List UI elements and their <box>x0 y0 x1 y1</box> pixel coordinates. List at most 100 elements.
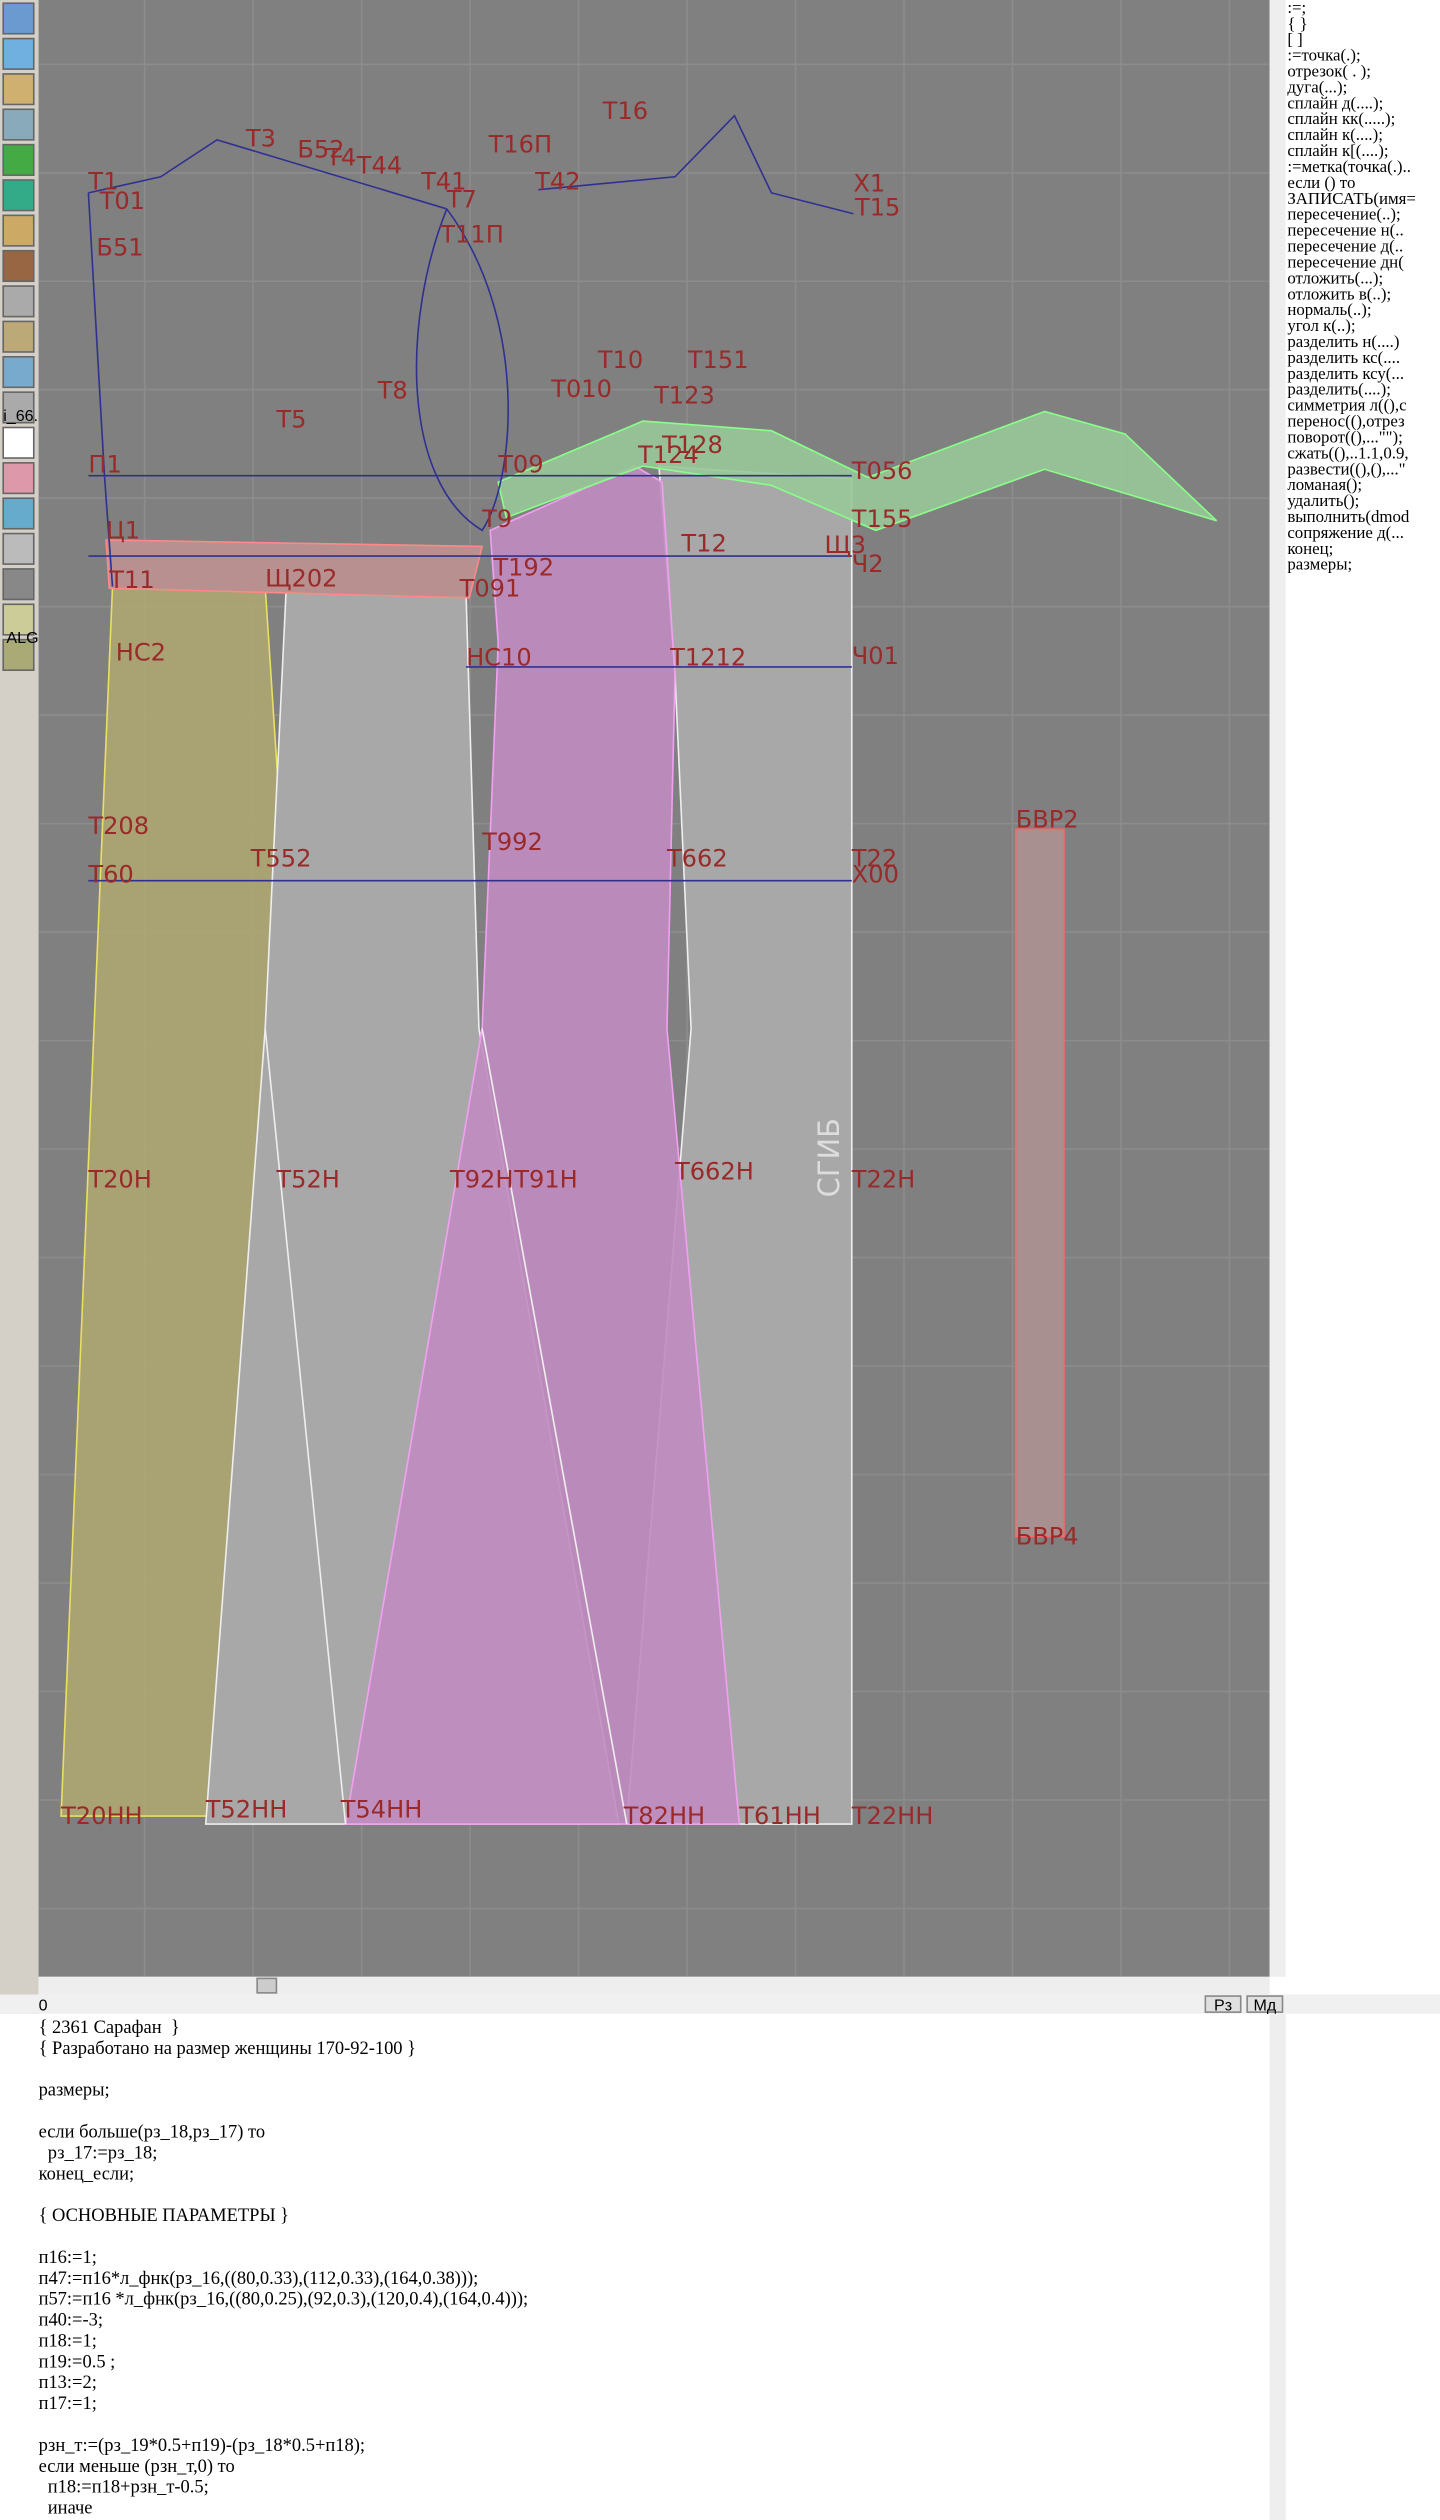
tool-button[interactable] <box>2 143 35 176</box>
point-label: Щ3 <box>824 531 866 559</box>
code-line: { ОСНОВНЫЕ ПАРАМЕТРЫ } <box>39 2205 289 2225</box>
command-item[interactable]: сплайн д(....); <box>1287 93 1383 112</box>
code-line: { Разработано на размер женщины 170-92-1… <box>39 2038 416 2058</box>
tool-button[interactable] <box>2 355 35 389</box>
command-item[interactable]: разделить н(....) <box>1287 332 1399 351</box>
editor-scrollbar[interactable] <box>1269 2013 1286 2520</box>
command-item[interactable]: удалить(); <box>1287 491 1359 510</box>
command-item[interactable]: угол к(..); <box>1287 316 1355 335</box>
command-item[interactable]: ломаная(); <box>1287 475 1362 494</box>
command-item[interactable]: пересечение н(.. <box>1287 221 1403 240</box>
code-line: { 2361 Сарафан } <box>39 2017 180 2037</box>
point-label: Т1 <box>87 168 118 196</box>
command-item[interactable]: пересечение дн( <box>1287 252 1404 271</box>
point-label: Т52Н <box>275 1166 340 1194</box>
button-label[interactable]: Рз <box>1214 1997 1232 2015</box>
command-item[interactable]: отложить(...); <box>1287 268 1383 287</box>
command-item[interactable]: сжать((),..1.1,0.9, <box>1287 443 1408 462</box>
command-item[interactable]: разделить(....); <box>1287 380 1391 399</box>
command-item[interactable]: пересечение(..); <box>1287 205 1400 224</box>
command-item[interactable]: разделить кс(.... <box>1287 348 1400 367</box>
tool-button[interactable] <box>2 37 35 70</box>
tool-button[interactable] <box>2 285 35 318</box>
point-label: НС2 <box>116 639 166 667</box>
command-item[interactable]: если () то <box>1287 173 1355 192</box>
point-label: Т82НН <box>623 1802 706 1830</box>
point-label: Т123 <box>653 381 715 409</box>
tool-label[interactable]: i_66. <box>3 407 38 425</box>
tool-button[interactable] <box>2 532 35 565</box>
point-label: Т22 <box>851 844 897 872</box>
tool-button[interactable] <box>2 603 35 636</box>
tool-button[interactable] <box>2 426 35 459</box>
command-item[interactable]: отрезок( . ); <box>1287 61 1371 80</box>
point-label: Т61НН <box>738 1802 821 1830</box>
command-item[interactable]: сплайн к(....); <box>1287 125 1383 144</box>
command-item[interactable]: сплайн кк(.....); <box>1287 109 1395 128</box>
tool-button[interactable] <box>2 73 35 106</box>
tool-button[interactable] <box>2 497 35 530</box>
point-label: Т010 <box>550 375 612 403</box>
point-label: Т44 <box>356 152 402 180</box>
tool-button[interactable] <box>2 179 35 212</box>
command-item[interactable]: сплайн к[(....); <box>1287 141 1388 160</box>
tool-button[interactable] <box>2 214 35 247</box>
seam-line <box>481 1028 628 1825</box>
horizontal-scrollbar[interactable] <box>38 1976 1270 1995</box>
point-label: Т155 <box>851 505 913 533</box>
command-item[interactable]: отложить в(..); <box>1287 284 1391 303</box>
command-item[interactable]: пересечение д(.. <box>1287 237 1403 256</box>
code-line: рз_17:=рз_18; <box>39 2142 158 2162</box>
tool-button[interactable] <box>2 568 35 601</box>
point-label: НС10 <box>466 643 532 671</box>
tool-button[interactable] <box>2 249 35 283</box>
command-item[interactable]: :=точка(.); <box>1287 46 1360 65</box>
tool-button[interactable] <box>2 320 35 353</box>
tool-button[interactable] <box>2 638 35 671</box>
command-item[interactable]: :=; <box>1287 0 1306 17</box>
command-item[interactable]: [ ] <box>1287 30 1302 49</box>
point-label: Т7 <box>446 185 477 213</box>
scroll-thumb[interactable] <box>256 1977 278 1994</box>
command-item[interactable]: разделить ксу(... <box>1287 364 1404 383</box>
command-item[interactable]: { } <box>1287 14 1307 33</box>
code-line: п47:=п16*л_фнк(рз_16,((80,0.33),(112,0.3… <box>39 2268 479 2289</box>
point-label: БВР2 <box>1016 806 1079 834</box>
command-item[interactable]: дуга(...); <box>1287 77 1347 96</box>
button[interactable] <box>1204 1995 1242 2013</box>
command-item[interactable]: конец; <box>1287 539 1333 558</box>
vertical-scrollbar[interactable] <box>1269 0 1286 1977</box>
command-item[interactable]: перенос((),отрез <box>1287 412 1405 431</box>
command-panel <box>1285 0 1440 2014</box>
fold-label: СГИБ <box>812 1118 846 1197</box>
point-label: Х1 <box>853 169 885 197</box>
command-item[interactable]: выполнить(dmod <box>1287 507 1410 526</box>
code-line: размеры; <box>39 2080 110 2100</box>
point-label: Т4 <box>325 144 356 172</box>
code-line: п40:=-3; <box>39 2310 103 2330</box>
button-label[interactable]: Мд <box>1253 1997 1276 2015</box>
command-item[interactable]: поворот((),...""); <box>1287 427 1403 446</box>
pattern-piece <box>497 410 1218 532</box>
point-label: Т124 <box>637 441 699 469</box>
point-label: Ц1 <box>106 516 140 544</box>
point-label: Т662Н <box>674 1158 754 1186</box>
command-item[interactable]: развести((),(),..." <box>1287 459 1405 478</box>
button[interactable] <box>1246 1995 1284 2013</box>
command-item[interactable]: нормаль(..); <box>1287 300 1371 319</box>
command-item[interactable]: симметрия л((),с <box>1287 396 1406 415</box>
point-label: Т12 <box>680 529 726 557</box>
tool-button[interactable] <box>2 462 35 495</box>
command-item[interactable]: ЗАПИСАТЬ(имя= <box>1287 189 1416 208</box>
code-line: рзн_т:=(рз_19*0.5+п19)-(рз_18*0.5+п18); <box>39 2435 365 2456</box>
point-label: Т662 <box>666 844 728 872</box>
tool-label[interactable]: ALG <box>6 629 38 647</box>
tool-button[interactable] <box>2 391 35 424</box>
command-item[interactable]: :=метка(точка(.).. <box>1287 157 1411 176</box>
command-item[interactable]: размеры; <box>1287 555 1352 574</box>
tool-button[interactable] <box>2 108 35 141</box>
tool-button[interactable] <box>2 2 35 35</box>
code-line: п19:=0.5 ; <box>39 2351 116 2371</box>
command-item[interactable]: сопряжение д(... <box>1287 523 1404 542</box>
